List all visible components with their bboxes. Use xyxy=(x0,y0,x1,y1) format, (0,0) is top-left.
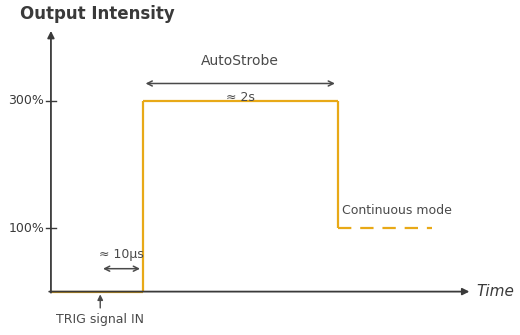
Text: ≈ 2s: ≈ 2s xyxy=(226,91,255,104)
Text: TRIG signal IN: TRIG signal IN xyxy=(56,313,144,326)
Text: AutoStrobe: AutoStrobe xyxy=(201,54,279,68)
Text: Continuous mode: Continuous mode xyxy=(342,204,452,216)
Text: Time: Time xyxy=(477,284,514,299)
Text: ≈ 10μs: ≈ 10μs xyxy=(99,248,144,261)
Text: 300%: 300% xyxy=(8,94,44,107)
Text: 100%: 100% xyxy=(8,221,44,234)
Text: Output Intensity: Output Intensity xyxy=(20,5,174,23)
